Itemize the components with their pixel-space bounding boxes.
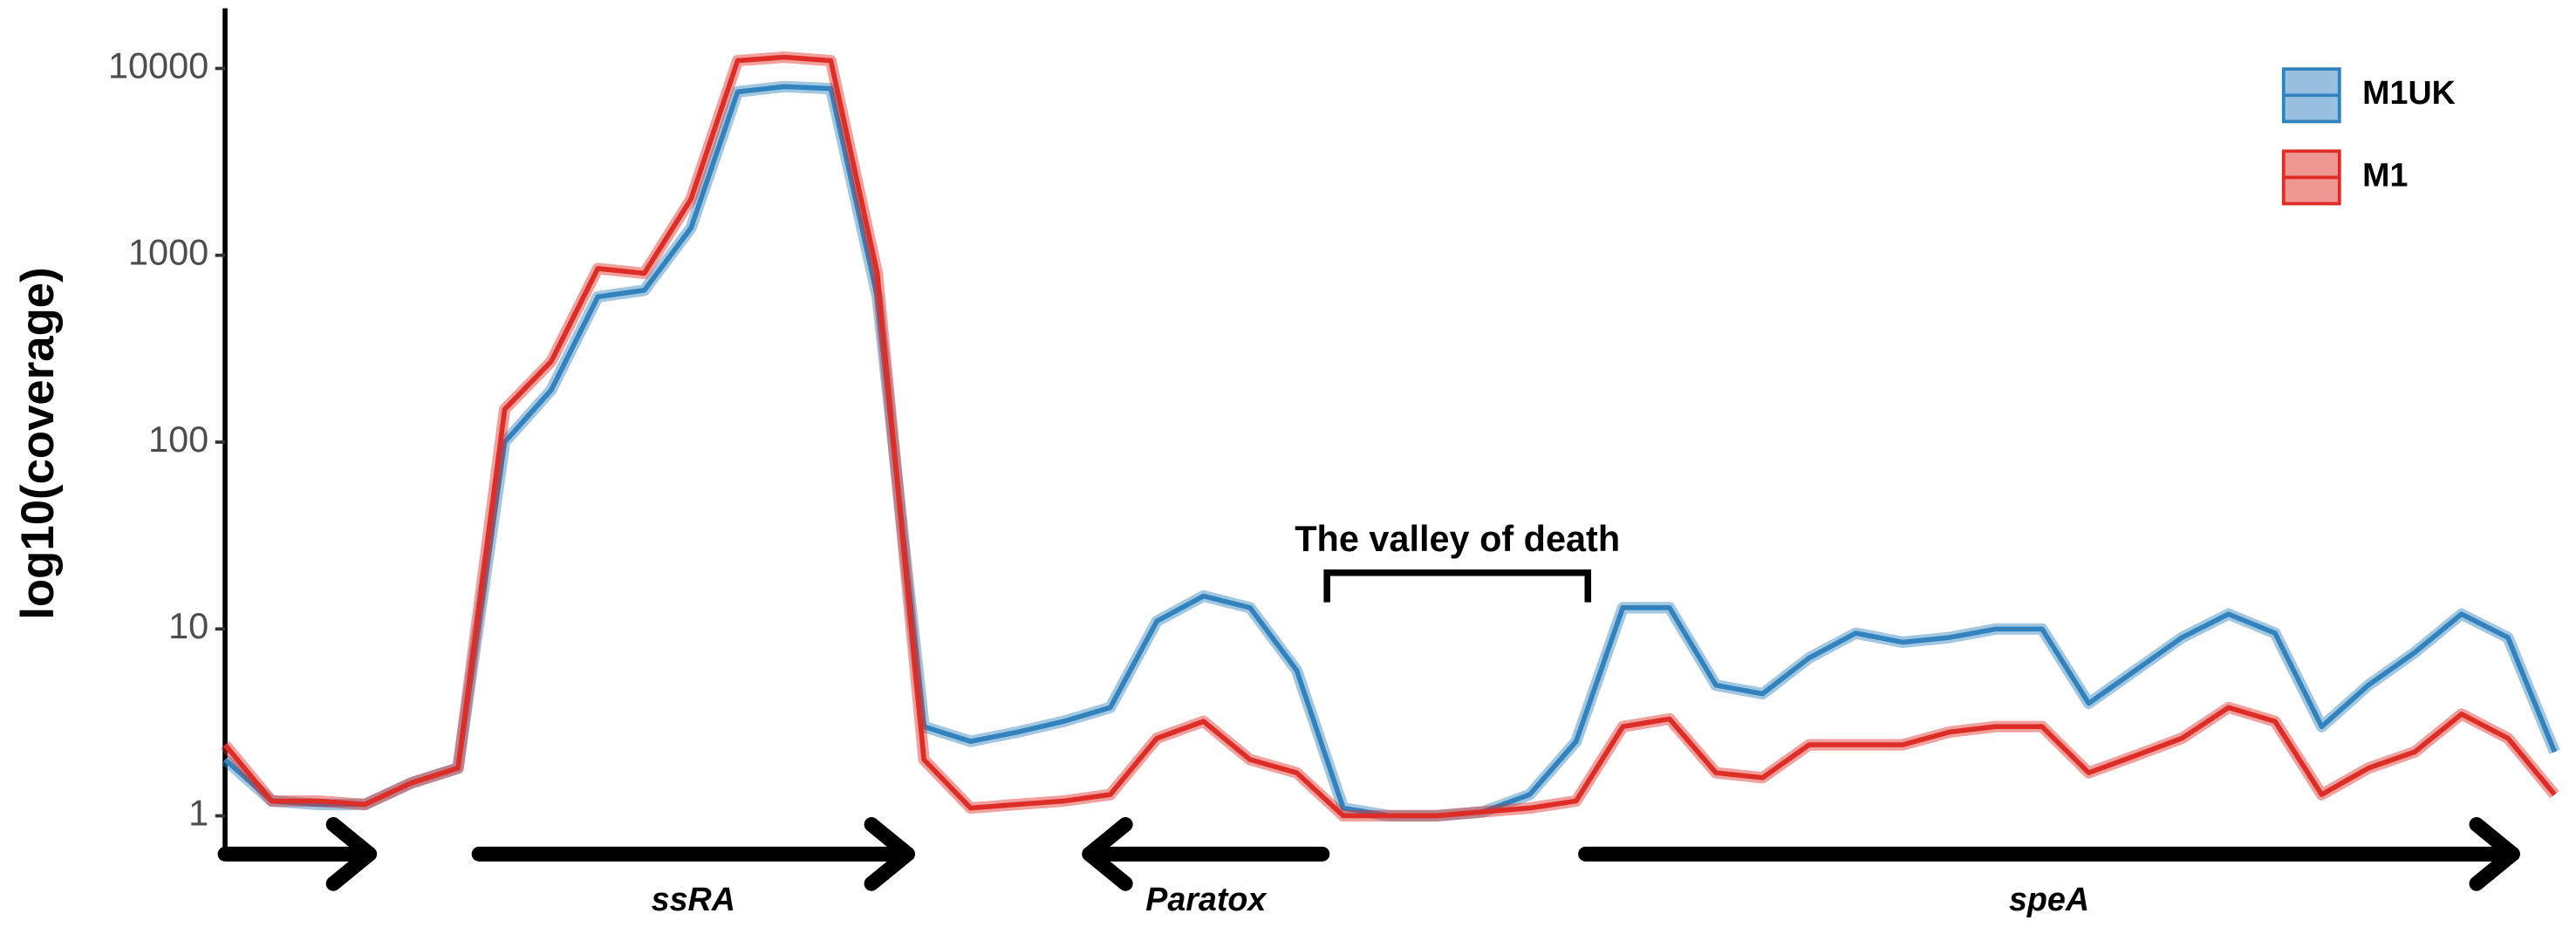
arrow-head — [1082, 816, 1133, 891]
series-line — [223, 84, 2558, 819]
arrow-head — [325, 816, 378, 891]
series-ribbon — [220, 51, 2559, 822]
series-ribbon — [221, 80, 2560, 822]
gene-label: Paratox — [1145, 881, 1268, 917]
y-tick-label: 1000 — [128, 232, 208, 273]
y-tick-label: 100 — [148, 419, 208, 460]
annotation-text: The valley of death — [1295, 518, 1620, 559]
y-axis-label: log10(coverage) — [12, 267, 64, 619]
gene-label: ssRA — [652, 881, 735, 917]
series-line — [222, 54, 2557, 819]
legend-label: M1 — [2362, 156, 2408, 193]
legend-label: M1UK — [2362, 74, 2456, 111]
arrow-head — [2469, 816, 2520, 891]
y-tick-label: 1 — [188, 792, 208, 833]
gene-label: speA — [2009, 881, 2089, 917]
arrow-head — [864, 816, 915, 891]
y-tick-label: 10000 — [108, 44, 208, 85]
annotation-bracket — [1323, 569, 1592, 603]
y-tick-label: 10 — [168, 605, 208, 646]
